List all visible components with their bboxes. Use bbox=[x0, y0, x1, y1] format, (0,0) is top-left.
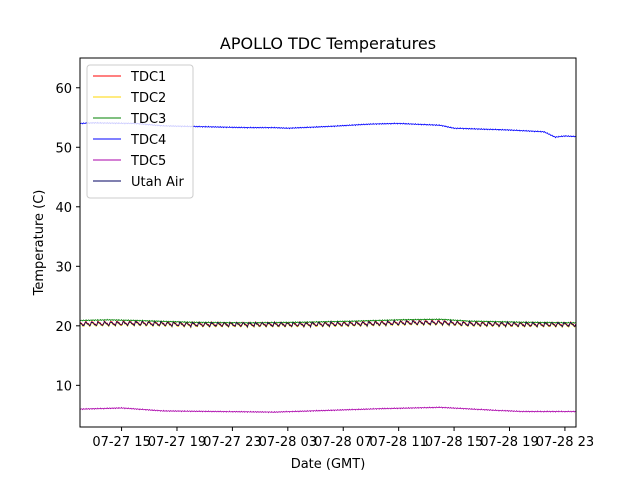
x-tick-label: 07-27 23 bbox=[203, 435, 261, 450]
x-tick-label: 07-28 03 bbox=[259, 435, 317, 450]
series-line-utah-air bbox=[79, 319, 577, 329]
legend-label-tdc3: TDC3 bbox=[130, 112, 166, 127]
x-tick-label: 07-27 15 bbox=[92, 435, 150, 450]
legend-label-tdc1: TDC1 bbox=[130, 70, 166, 85]
plot-frame bbox=[79, 57, 577, 428]
series-line-tdc5 bbox=[79, 406, 577, 414]
y-tick-label: 40 bbox=[55, 201, 72, 216]
legend-label-tdc2: TDC2 bbox=[130, 91, 166, 106]
x-tick-label: 07-28 19 bbox=[480, 435, 538, 450]
legend-label-tdc5: TDC5 bbox=[130, 154, 166, 169]
series-line-tdc3 bbox=[79, 318, 577, 325]
legend-label-tdc4: TDC4 bbox=[130, 133, 166, 148]
y-axis: 10 20 30 40 50 60 bbox=[55, 82, 80, 394]
x-tick-label: 07-28 23 bbox=[536, 435, 594, 450]
y-tick-label: 30 bbox=[55, 260, 72, 275]
chart-title: APOLLO TDC Temperatures bbox=[220, 34, 436, 53]
y-tick-label: 60 bbox=[55, 82, 72, 97]
y-axis-label: Temperature (C) bbox=[32, 190, 47, 297]
x-tick-label: 07-27 19 bbox=[148, 435, 206, 450]
legend-label-utah-air: Utah Air bbox=[131, 175, 184, 190]
y-tick-label: 20 bbox=[55, 320, 72, 335]
x-tick-label: 07-28 11 bbox=[369, 435, 427, 450]
legend-box bbox=[86, 64, 194, 199]
x-axis-label: Date (GMT) bbox=[291, 457, 366, 472]
y-tick-label: 10 bbox=[55, 379, 72, 394]
x-tick-label: 07-28 15 bbox=[425, 435, 483, 450]
legend: TDC1 TDC2 TDC3 TDC4 TDC5 Utah Air bbox=[86, 64, 194, 199]
x-tick-label: 07-28 07 bbox=[314, 435, 372, 450]
series-line-tdc2 bbox=[79, 320, 577, 329]
y-tick-label: 50 bbox=[55, 141, 72, 156]
